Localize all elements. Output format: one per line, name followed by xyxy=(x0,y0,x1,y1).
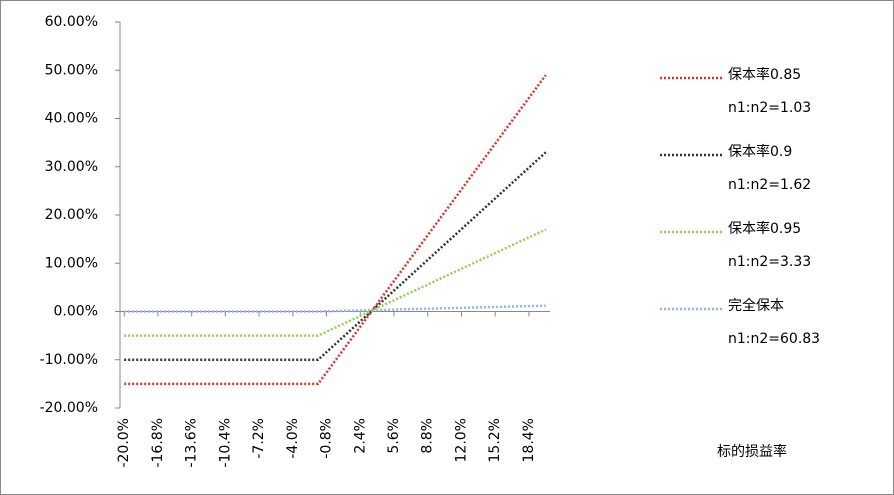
y-tick-label: 30.00% xyxy=(45,159,98,175)
x-tick-label: 15.2% xyxy=(487,418,503,462)
x-tick-label: 2.4% xyxy=(352,418,368,454)
data-line xyxy=(124,228,547,337)
y-tick-label: 20.00% xyxy=(45,207,98,223)
x-tick-label: -16.8% xyxy=(150,418,166,468)
legend-label: 保本率0.95 xyxy=(728,220,801,237)
x-tick-label: 8.8% xyxy=(420,418,436,454)
legend-ratio: n1:n2=1.03 xyxy=(728,100,811,116)
y-tick-label: 60.00% xyxy=(45,14,98,30)
legend-ratio: n1:n2=1.62 xyxy=(728,177,811,193)
y-tick-label: 40.00% xyxy=(45,111,98,127)
data-line xyxy=(124,304,546,313)
legend-label: 保本率0.9 xyxy=(728,143,792,160)
x-tick-label: -10.4% xyxy=(217,418,233,468)
legend-label: 保本率0.85 xyxy=(728,66,801,83)
y-tick-label: -20.00% xyxy=(40,400,98,416)
x-axis-label: 标的损益率 xyxy=(717,443,787,460)
x-tick-label: 18.4% xyxy=(521,418,537,462)
y-tick-label: 10.00% xyxy=(45,255,98,271)
x-tick-label: 5.6% xyxy=(386,418,402,454)
legend-ratio: n1:n2=3.33 xyxy=(728,254,811,270)
x-tick-label: -13.6% xyxy=(184,418,200,468)
legend-label: 完全保本 xyxy=(728,297,784,314)
x-tick-label: -4.0% xyxy=(285,418,301,459)
x-tick-label: -0.8% xyxy=(319,418,335,459)
data-line xyxy=(124,151,547,361)
y-tick-label: -10.00% xyxy=(40,352,98,368)
legend-ratio: n1:n2=60.83 xyxy=(728,331,820,347)
y-tick-label: 0.00% xyxy=(54,304,98,320)
x-tick-label: -20.0% xyxy=(116,418,132,468)
x-tick-label: 12.0% xyxy=(453,418,469,462)
x-tick-label: -7.2% xyxy=(251,418,267,459)
data-line xyxy=(124,74,547,386)
y-tick-label: 50.00% xyxy=(45,62,98,78)
